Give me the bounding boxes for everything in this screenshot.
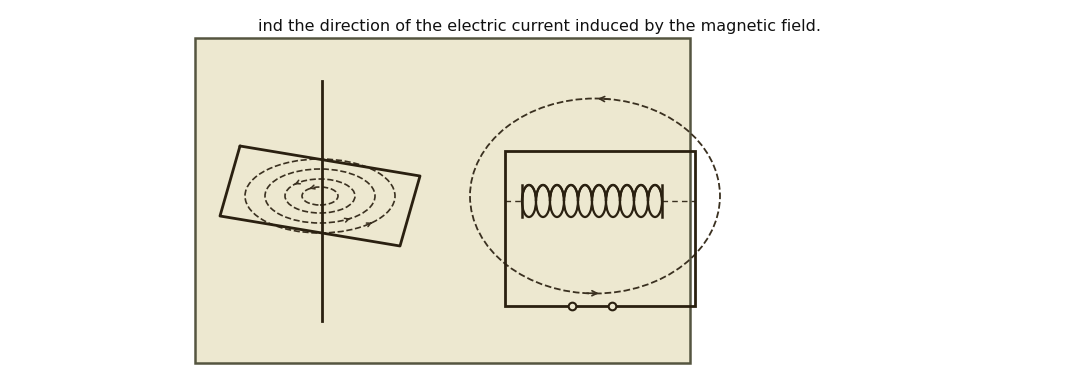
Ellipse shape (550, 185, 564, 217)
Ellipse shape (592, 185, 606, 217)
Ellipse shape (578, 185, 592, 217)
Ellipse shape (564, 185, 578, 217)
Ellipse shape (536, 185, 550, 217)
Ellipse shape (634, 185, 648, 217)
Bar (195, 38, 690, 363)
Bar (505, 151, 696, 306)
Text: ind the direction of the electric current induced by the magnetic field.: ind the direction of the electric curren… (258, 19, 821, 34)
Ellipse shape (648, 185, 662, 217)
Ellipse shape (606, 185, 620, 217)
Ellipse shape (620, 185, 634, 217)
Ellipse shape (522, 185, 536, 217)
